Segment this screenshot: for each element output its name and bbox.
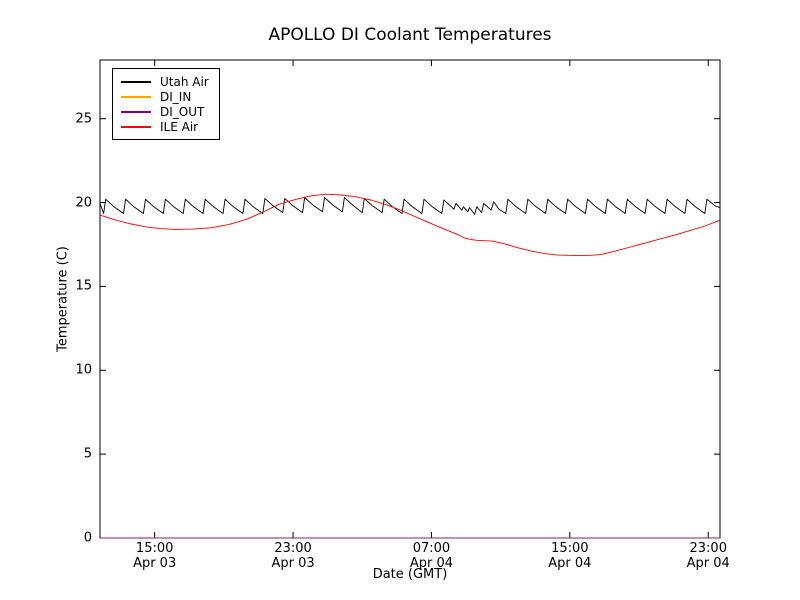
- x-tick-time: 23:00: [689, 541, 727, 556]
- legend-line-swatch-di-in: [121, 95, 151, 98]
- y-tick-label: 20: [75, 195, 92, 211]
- series-line-ile-air: [99, 193, 721, 256]
- y-tick-label: 10: [75, 362, 92, 378]
- x-tick-date: Apr 04: [686, 556, 730, 571]
- legend-entry-ile-air: ILE Air: [121, 119, 209, 134]
- chart-title: APOLLO DI Coolant Temperatures: [268, 25, 552, 45]
- x-tick-date: Apr 03: [271, 556, 315, 571]
- legend: Utah Air DI_IN DI_OUT ILE Air: [112, 68, 220, 140]
- x-tick-time: 15:00: [135, 541, 174, 556]
- x-tick-label: 15:00 Apr 03: [115, 541, 195, 571]
- legend-line-swatch-utah-air: [121, 80, 151, 83]
- x-tick-time: 07:00: [412, 541, 451, 556]
- x-axis-label: Date (GMT): [372, 567, 448, 582]
- y-tick-label: 0: [83, 530, 92, 546]
- legend-entry-utah-air: Utah Air: [121, 74, 209, 89]
- legend-entry-di-in: DI_IN: [121, 89, 209, 104]
- x-tick-label: 15:00 Apr 04: [530, 541, 610, 571]
- y-tick-label: 5: [83, 446, 92, 462]
- x-tick-time: 23:00: [274, 541, 312, 556]
- y-tick-label: 15: [75, 278, 92, 294]
- series-line-utah-air: [99, 197, 721, 215]
- x-tick-date: Apr 04: [548, 556, 592, 571]
- legend-line-swatch-ile-air: [121, 125, 151, 128]
- x-tick-date: Apr 04: [409, 556, 454, 571]
- x-tick-label: 23:00 Apr 03: [253, 541, 333, 571]
- legend-label-ile-air: ILE Air: [160, 119, 199, 134]
- legend-line-swatch-di-out: [121, 110, 151, 113]
- legend-label-di-out: DI_OUT: [160, 104, 205, 119]
- legend-entry-di-out: DI_OUT: [121, 104, 209, 119]
- x-tick-time: 15:00: [551, 541, 589, 556]
- x-tick-label: 07:00 Apr 04: [391, 541, 471, 571]
- y-tick-label: 25: [75, 111, 92, 127]
- legend-label-di-in: DI_IN: [160, 89, 192, 104]
- x-tick-label: 23:00 Apr 04: [668, 541, 748, 571]
- y-axis-label: Temperature (C): [55, 246, 71, 352]
- x-tick-date: Apr 03: [133, 556, 177, 571]
- legend-label-utah-air: Utah Air: [160, 74, 209, 89]
